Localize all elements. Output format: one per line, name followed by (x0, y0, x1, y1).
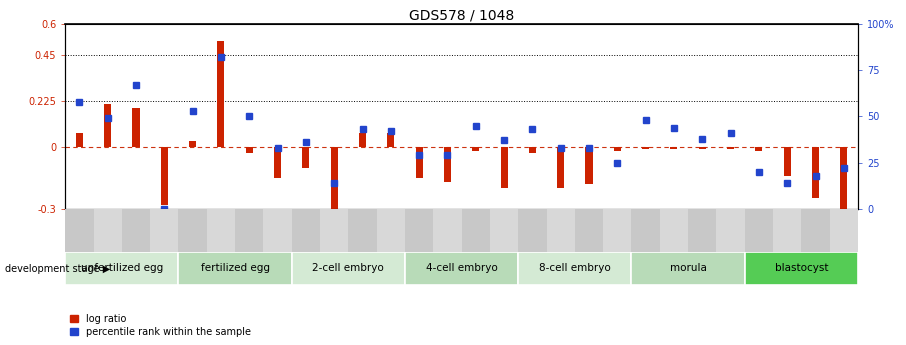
FancyBboxPatch shape (292, 252, 405, 285)
Bar (444, 147, 451, 182)
Bar (246, 147, 253, 153)
Bar (292, 209, 320, 252)
Bar (65, 209, 93, 252)
Bar (303, 147, 310, 168)
Bar (574, 209, 603, 252)
Bar (689, 209, 717, 252)
Bar (132, 108, 140, 147)
Bar (359, 133, 366, 147)
Text: 4-cell embryo: 4-cell embryo (426, 263, 497, 273)
Bar (93, 209, 121, 252)
Bar (585, 147, 593, 184)
Bar (801, 209, 830, 252)
Bar (377, 209, 405, 252)
Bar (348, 209, 377, 252)
Bar (320, 209, 348, 252)
FancyBboxPatch shape (518, 252, 631, 285)
Bar (490, 209, 518, 252)
Text: 2-cell embryo: 2-cell embryo (313, 263, 384, 273)
Bar (500, 147, 507, 188)
Bar (830, 209, 858, 252)
Text: unfertilized egg: unfertilized egg (81, 263, 163, 273)
Bar (150, 209, 178, 252)
Bar (699, 147, 706, 149)
Bar (603, 209, 631, 252)
Bar (670, 147, 678, 149)
Bar (217, 41, 225, 147)
Bar (784, 147, 791, 176)
Title: GDS578 / 1048: GDS578 / 1048 (409, 9, 515, 23)
Bar (387, 133, 394, 147)
Bar (461, 209, 490, 252)
Bar (557, 147, 564, 188)
Bar (405, 209, 433, 252)
Legend: log ratio, percentile rank within the sample: log ratio, percentile rank within the sa… (70, 314, 251, 337)
Bar (756, 147, 763, 151)
Bar (472, 147, 479, 151)
Bar (529, 147, 536, 153)
Bar (178, 209, 207, 252)
Bar (546, 209, 574, 252)
Bar (433, 209, 461, 252)
Text: morula: morula (670, 263, 707, 273)
Bar (812, 147, 819, 198)
Bar (642, 147, 650, 149)
Text: 8-cell embryo: 8-cell embryo (539, 263, 611, 273)
Bar (660, 209, 689, 252)
FancyBboxPatch shape (745, 252, 858, 285)
Text: blastocyst: blastocyst (775, 263, 828, 273)
Bar (160, 147, 168, 205)
Bar (331, 147, 338, 209)
Text: fertilized egg: fertilized egg (200, 263, 270, 273)
Bar (236, 209, 264, 252)
Bar (274, 147, 281, 178)
Bar (773, 209, 801, 252)
Bar (631, 209, 660, 252)
Bar (727, 147, 734, 149)
Bar (416, 147, 423, 178)
Bar (76, 133, 83, 147)
Bar (264, 209, 292, 252)
Bar (518, 209, 546, 252)
FancyBboxPatch shape (631, 252, 745, 285)
Text: development stage ▶: development stage ▶ (5, 264, 110, 274)
FancyBboxPatch shape (65, 252, 178, 285)
Bar (745, 209, 773, 252)
Bar (189, 141, 197, 147)
FancyBboxPatch shape (405, 252, 518, 285)
Bar (121, 209, 150, 252)
FancyBboxPatch shape (178, 252, 292, 285)
Bar (207, 209, 236, 252)
Bar (104, 104, 111, 147)
Bar (717, 209, 745, 252)
Bar (613, 147, 621, 151)
Bar (840, 147, 847, 209)
